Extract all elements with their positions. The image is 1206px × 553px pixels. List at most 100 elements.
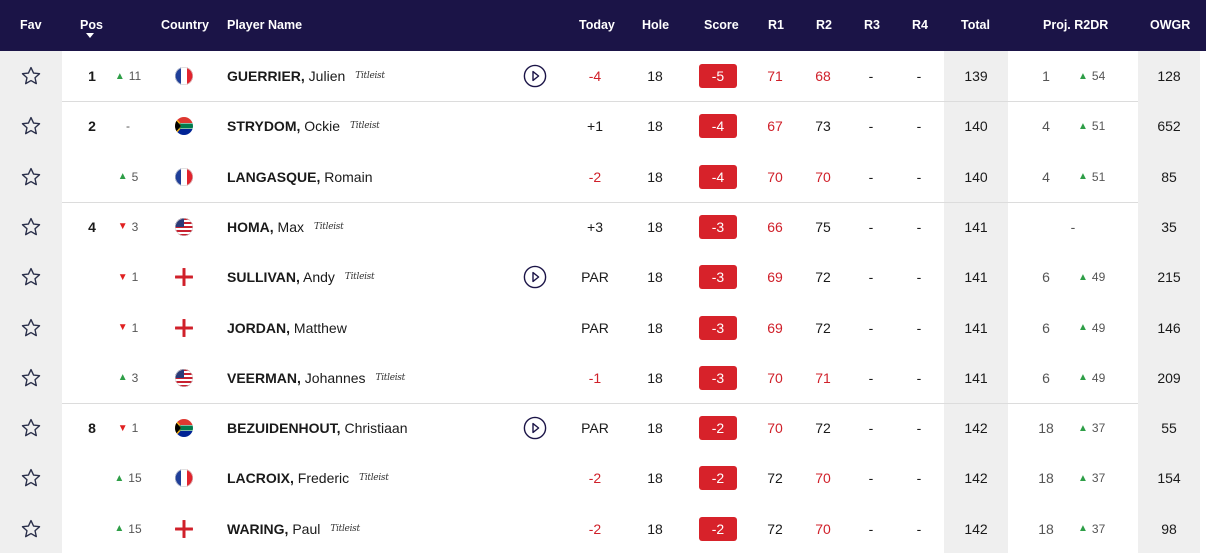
today-value: -2 (588, 470, 602, 487)
table-row: 2 - STRYDOM, Ockie Titleist +1 18 -4 67 73 - - 140 4… (0, 101, 1206, 151)
today-cell: PAR (570, 303, 620, 353)
player-name-link[interactable]: JORDAN, Matthew (227, 320, 347, 336)
r2-value: 72 (815, 269, 831, 286)
usa-flag-icon (175, 217, 193, 236)
player-name-link[interactable]: SULLIVAN, Andy (227, 269, 335, 285)
score-cell: -3 (695, 353, 741, 403)
hole-value: 18 (647, 520, 663, 537)
player-last-name: LACROIX, (227, 470, 294, 487)
player-name-link[interactable]: VEERMAN, Johannes (227, 370, 366, 386)
r1-value: 71 (767, 68, 783, 84)
player-name-link[interactable]: STRYDOM, Ockie (227, 118, 340, 134)
fav-cell (0, 101, 62, 151)
player-name-cell: HOMA, Max Titleist (227, 202, 517, 252)
score-badge: -3 (699, 265, 737, 290)
movement-text: 1 (131, 421, 139, 436)
eng-flag-icon (175, 318, 193, 337)
proj-cell: 18 (1030, 453, 1062, 503)
score-badge: -5 (699, 64, 737, 88)
play-circle-icon[interactable] (523, 265, 547, 289)
col-fav-header[interactable]: Fav (20, 18, 42, 32)
r2-value: 72 (815, 319, 831, 336)
movement-cell: ▲ 15 (100, 453, 156, 503)
star-outline-icon[interactable] (20, 216, 42, 238)
star-outline-icon[interactable] (20, 115, 42, 137)
owgr-cell: 85 (1138, 152, 1200, 202)
col-owgr-header[interactable]: OWGR (1150, 18, 1191, 32)
star-outline-icon[interactable] (20, 166, 42, 188)
r4-cell: - (899, 353, 939, 403)
star-outline-icon[interactable] (20, 317, 42, 339)
col-r1-header[interactable]: R1 (768, 18, 784, 32)
position-cell (84, 504, 100, 553)
proj-movement-cell: ▲ 49 (1078, 353, 1118, 403)
table-row: 8 ▼ 1 BEZUIDENHOUT, Christiaan PAR 18 -2 70 72- -… (0, 403, 1206, 453)
col-r2-header[interactable]: R2 (816, 18, 832, 32)
proj-movement-text: 37 (1091, 521, 1106, 536)
player-last-name: GUERRIER, (227, 68, 305, 84)
play-cell (520, 353, 550, 403)
proj-value: 6 (1042, 369, 1050, 386)
star-outline-icon[interactable] (20, 518, 42, 540)
r1-cell: 69 (755, 303, 795, 353)
star-outline-icon[interactable] (20, 266, 42, 288)
col-total-header[interactable]: Total (961, 18, 990, 32)
col-score-header[interactable]: Score (704, 18, 739, 32)
eng-flag-icon (175, 519, 193, 538)
proj-movement-text: 37 (1091, 421, 1106, 436)
col-today-header[interactable]: Today (579, 18, 615, 32)
player-first-name: Romain (320, 168, 373, 185)
player-name-link[interactable]: LACROIX, Frederic (227, 470, 349, 486)
proj-movement-cell: ▲ 51 (1078, 152, 1118, 202)
position-cell (84, 303, 100, 353)
owgr-value: 98 (1161, 520, 1177, 537)
total-cell: 141 (944, 252, 1008, 302)
player-name-link[interactable]: WARING, Paul (227, 521, 320, 537)
r4-value: - (916, 68, 922, 84)
movement-cell: ▼ 1 (100, 303, 156, 353)
fav-cell (0, 303, 62, 353)
player-name-link[interactable]: GUERRIER, Julien (227, 68, 345, 84)
play-circle-icon[interactable] (523, 416, 547, 440)
arrow-up-icon: ▲ (1078, 271, 1088, 283)
proj-value: 1 (1042, 68, 1050, 84)
position-cell (84, 252, 100, 302)
player-last-name: JORDAN, (227, 319, 291, 336)
player-name-link[interactable]: BEZUIDENHOUT, Christiaan (227, 420, 407, 436)
star-outline-icon[interactable] (20, 65, 42, 87)
score-cell: -4 (695, 101, 741, 151)
player-first-name: Max (273, 218, 305, 235)
table-row: 1 ▲ 11 GUERRIER, Julien Titleist -4 18 -5 71 68- -… (0, 51, 1206, 101)
player-name-link[interactable]: LANGASQUE, Romain (227, 169, 372, 185)
titleist-logo: Titleist (344, 272, 375, 283)
col-hole-header[interactable]: Hole (642, 18, 670, 32)
r3-value: - (868, 369, 874, 386)
proj-value: 6 (1042, 319, 1050, 336)
col-proj-header[interactable]: Proj. R2DR (1043, 18, 1109, 32)
country-cell (164, 504, 204, 553)
r3-cell: - (851, 101, 891, 151)
col-player-header[interactable]: Player Name (227, 18, 303, 32)
star-outline-icon[interactable] (20, 467, 42, 489)
movement-text: 15 (128, 521, 142, 536)
proj-movement-cell: ▲ 37 (1078, 504, 1118, 553)
arrow-up-icon: ▲ (117, 171, 128, 183)
col-r3-header[interactable]: R3 (864, 18, 880, 32)
col-country-header[interactable]: Country (161, 18, 209, 32)
play-circle-icon[interactable] (523, 64, 547, 88)
usa-flag-icon (175, 368, 193, 387)
sort-down-icon[interactable] (86, 33, 94, 38)
play-cell (520, 51, 550, 101)
player-name-cell: LACROIX, Frederic Titleist (227, 453, 517, 503)
r4-cell: - (899, 252, 939, 302)
hole-value: 18 (647, 369, 663, 386)
col-pos-header[interactable]: Pos (80, 18, 103, 32)
col-r4-header[interactable]: R4 (912, 18, 928, 32)
player-name-link[interactable]: HOMA, Max (227, 219, 304, 235)
today-cell: -2 (570, 453, 620, 503)
star-outline-icon[interactable] (20, 417, 42, 439)
today-value: -2 (588, 168, 602, 185)
proj-cell: 18 (1030, 504, 1062, 553)
star-outline-icon[interactable] (20, 367, 42, 389)
r3-cell: - (851, 353, 891, 403)
